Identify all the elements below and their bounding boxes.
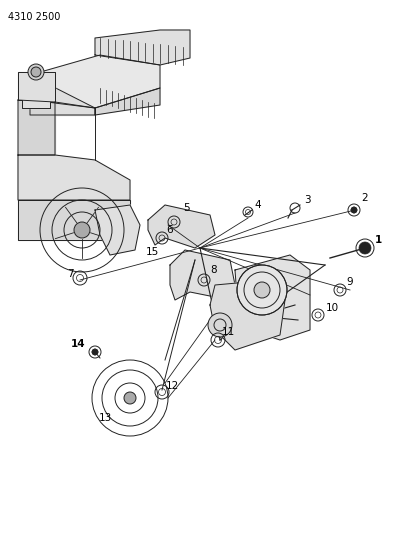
Polygon shape [95, 88, 160, 115]
Circle shape [254, 282, 270, 298]
Polygon shape [30, 55, 160, 108]
Text: 10: 10 [326, 303, 339, 313]
Polygon shape [18, 100, 55, 155]
Polygon shape [95, 30, 190, 65]
Text: 6: 6 [167, 225, 173, 235]
Circle shape [28, 64, 44, 80]
Circle shape [237, 265, 287, 315]
Circle shape [359, 242, 371, 254]
Polygon shape [235, 255, 310, 340]
Text: 3: 3 [304, 195, 310, 205]
Circle shape [74, 222, 90, 238]
Polygon shape [148, 205, 215, 248]
Text: 14: 14 [71, 339, 85, 349]
Text: 9: 9 [347, 277, 353, 287]
Polygon shape [170, 250, 235, 300]
Polygon shape [18, 72, 55, 108]
Text: 11: 11 [222, 327, 235, 337]
Text: 2: 2 [361, 193, 368, 203]
Polygon shape [18, 155, 130, 200]
Polygon shape [210, 280, 285, 350]
Text: 13: 13 [98, 413, 112, 423]
Text: 4310 2500: 4310 2500 [8, 12, 60, 22]
Text: 15: 15 [145, 247, 159, 257]
Circle shape [31, 67, 41, 77]
Polygon shape [30, 75, 95, 115]
Text: 1: 1 [375, 235, 381, 245]
Circle shape [208, 313, 232, 337]
Text: 12: 12 [165, 381, 179, 391]
Circle shape [92, 349, 98, 355]
Text: 5: 5 [183, 203, 189, 213]
Text: 7: 7 [67, 269, 73, 279]
Circle shape [124, 392, 136, 404]
Text: 4: 4 [255, 200, 261, 210]
Polygon shape [95, 205, 140, 255]
Text: 8: 8 [211, 265, 217, 275]
Circle shape [351, 207, 357, 213]
Polygon shape [18, 200, 130, 240]
